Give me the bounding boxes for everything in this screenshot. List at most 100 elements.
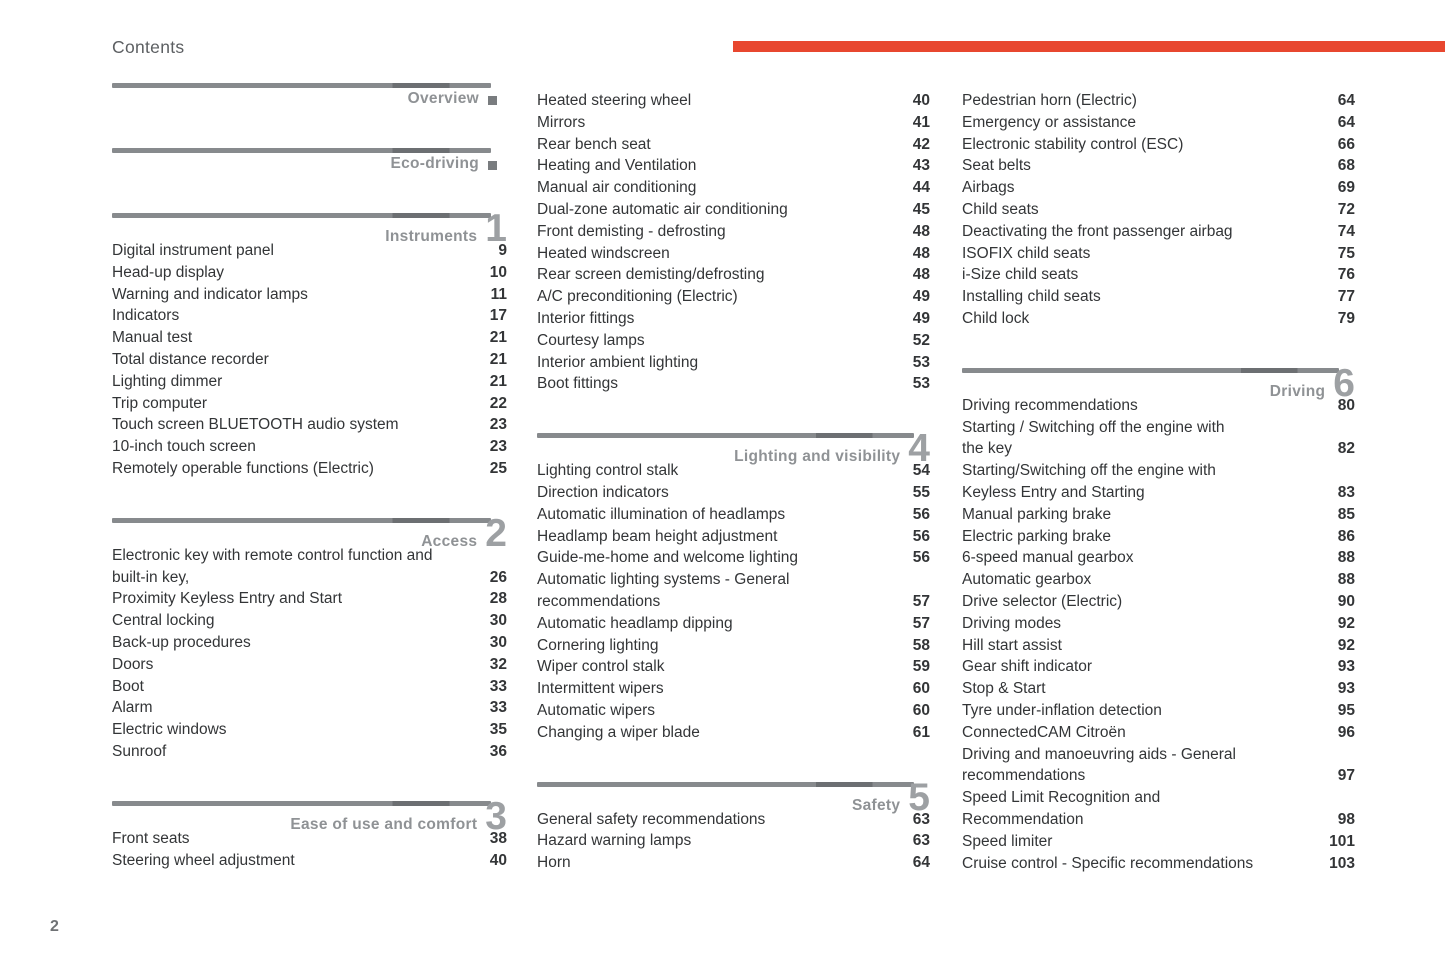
toc-entry: Automatic gearbox 88 [962, 569, 1355, 591]
section-header-row: Safety 5 [537, 778, 930, 817]
toc-entry-page: 36 [489, 742, 507, 760]
toc-entry-page: 17 [489, 307, 507, 325]
toc-entry: Remotely operable functions (Electric) 25 [112, 458, 507, 480]
toc-entry-page: 80 [1337, 396, 1355, 414]
toc-entry: Total distance recorder 21 [112, 349, 507, 371]
toc-entry: Changing a wiper blade 61 [537, 722, 930, 744]
toc-entry: Cruise control - Specific recommendation… [962, 853, 1355, 875]
toc-entry-page: 21 [489, 372, 507, 390]
toc-entry-page: 64 [1337, 113, 1355, 131]
toc-entry-page: 92 [1337, 636, 1355, 654]
toc-entry: Pedestrian horn (Electric) 64 [962, 90, 1355, 112]
toc-entry-page: 57 [912, 592, 930, 610]
toc-entry-title: Steering wheel adjustment [112, 851, 295, 869]
toc-entry: Boot fittings 53 [537, 373, 930, 395]
toc-entry-title: Touch screen BLUETOOTH audio system [112, 416, 399, 434]
toc-entry: Cornering lighting 58 [537, 635, 930, 657]
toc-entries: Lighting control stalk 54 Direction indica… [537, 460, 930, 743]
toc-entry-page: 52 [912, 331, 930, 349]
toc-entry-title: Automatic headlamp dipping [537, 614, 733, 632]
toc-entry: Emergency or assistance 64 [962, 112, 1355, 134]
toc-entry-page: 58 [912, 636, 930, 654]
toc-entry: Starting / Switching off the engine with [962, 417, 1355, 439]
toc-entry-page: 40 [912, 92, 930, 109]
toc-entry: Electric parking brake 86 [962, 526, 1355, 548]
toc-entry: built-in key, 26 [112, 567, 507, 589]
toc-entry-page: 64 [912, 854, 930, 872]
section-divider [537, 781, 914, 787]
toc-entry-title: Electric parking brake [962, 527, 1112, 545]
section-divider [112, 800, 491, 806]
toc-entry-title: ConnectedCAM Citroën [962, 723, 1126, 741]
toc-entry-title: Deactivating the front passenger airbag [962, 222, 1233, 240]
toc-entry-title: Starting/Switching off the engine with [962, 462, 1216, 480]
toc-entry-page: 76 [1337, 266, 1355, 284]
toc-entry-page: 101 [1329, 832, 1355, 850]
toc-entry-title: Lighting control stalk [537, 462, 679, 480]
toc-entry-title: Electric windows [112, 721, 227, 739]
square-bullet-icon [488, 160, 497, 170]
toc-entry-title: Total distance recorder [112, 350, 269, 368]
toc-entry: Electronic stability control (ESC) 66 [962, 134, 1355, 156]
section-header-row: Ease of use and comfort 3 [112, 797, 507, 836]
toc-entry-title: Speed Limit Recognition and [962, 789, 1161, 807]
section-label: Safety [851, 796, 901, 814]
toc-entry-page: 56 [912, 505, 930, 523]
toc-entry-title: Emergency or assistance [962, 113, 1137, 131]
toc-entry: the key 82 [962, 438, 1355, 460]
toc-entry-title: Hill start assist [962, 636, 1062, 654]
toc-entry: Rear bench seat 42 [537, 134, 930, 156]
toc-entry: Head-up display 10 [112, 262, 507, 284]
toc-entry-title: Interior ambient lighting [537, 353, 699, 371]
toc-entry: A/C preconditioning (Electric) 49 [537, 286, 930, 308]
toc-entry-title: Child seats [962, 200, 1039, 218]
toc-entry-page: 60 [912, 701, 930, 719]
page-title: Contents [112, 37, 185, 57]
toc-entry-title: Speed limiter [962, 832, 1053, 850]
section-divider [962, 367, 1339, 373]
toc-entry-title: 10-inch touch screen [112, 438, 256, 456]
toc-entry-title: Manual parking brake [962, 505, 1112, 523]
toc-entry: recommendations 97 [962, 765, 1355, 787]
toc-entry-title: Dual-zone automatic air conditioning [537, 200, 788, 218]
toc-entry: Manual test 21 [112, 327, 507, 349]
toc-entry-page: 79 [1337, 309, 1355, 327]
toc-entry-title: Headlamp beam height adjustment [537, 527, 778, 545]
toc-entry-title: Front demisting - defrosting [537, 222, 726, 240]
toc-entry-page: 93 [1337, 658, 1355, 676]
toc-entry-page: 55 [912, 483, 930, 501]
section-label: Lighting and visibility [734, 448, 901, 466]
section-label: Access [421, 532, 478, 550]
section-header: Instruments 1 [112, 209, 507, 248]
toc-entry-title: i-Size child seats [962, 266, 1079, 284]
toc-entry-page: 38 [489, 829, 507, 847]
toc-entry-title: Lighting dimmer [112, 372, 223, 390]
toc-entry: Warning and indicator lamps 11 [112, 284, 507, 306]
toc-entry: Front demisting - defrosting 48 [537, 221, 930, 243]
section-header: Overview [112, 83, 507, 110]
toc-column: Overview Eco-driving Instruments 1 Digital i… [112, 83, 507, 871]
toc-entry-title: Wiper control stalk [537, 658, 665, 676]
toc-entry-page: 23 [489, 416, 507, 434]
toc-entry-page: 42 [912, 135, 930, 153]
toc-entry-title: Tyre under-inflation detection [962, 701, 1162, 719]
toc-entry-title: Digital instrument panel [112, 242, 274, 259]
toc-entry-page: 85 [1337, 505, 1355, 523]
toc-entry-title: Front seats [112, 829, 190, 847]
toc-entry-page: 10 [489, 263, 507, 281]
toc-entry-page: 63 [912, 810, 930, 828]
section-header: Ease of use and comfort 3 [112, 797, 507, 836]
toc-entry-title: Drive selector (Electric) [962, 592, 1123, 610]
toc-entry-title: Stop & Start [962, 680, 1046, 698]
toc-entry-page: 44 [912, 179, 930, 197]
toc-entry: Electric windows 35 [112, 719, 507, 741]
toc-entry: Child lock 79 [962, 308, 1355, 330]
toc-entry-title: Doors [112, 655, 154, 673]
toc-entry: ISOFIX child seats 75 [962, 243, 1355, 265]
toc-entry-page: 95 [1337, 701, 1355, 719]
toc-entry-title: Heated steering wheel [537, 92, 692, 109]
toc-entries: Digital instrument panel 9 Head-up display… [112, 240, 507, 480]
toc-entry: Lighting dimmer 21 [112, 371, 507, 393]
toc-entry-page: 57 [912, 614, 930, 632]
toc-entry: Proximity Keyless Entry and Start 28 [112, 588, 507, 610]
